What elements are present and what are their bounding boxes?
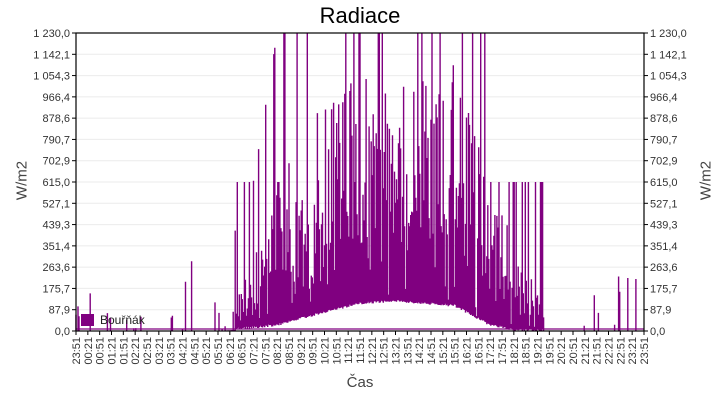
x-tick-label: 16:51 bbox=[473, 337, 485, 365]
x-tick-label: 12:51 bbox=[379, 337, 391, 365]
y-tick-label-right: 1 054,3 bbox=[650, 71, 687, 83]
x-tick-label: 17:51 bbox=[497, 337, 509, 365]
x-tick-label: 08:51 bbox=[284, 337, 296, 365]
legend-label: Bouřňák bbox=[100, 313, 145, 327]
x-tick-label: 05:21 bbox=[201, 337, 213, 365]
x-tick-label: 15:21 bbox=[438, 337, 450, 365]
x-tick-label: 17:21 bbox=[485, 337, 497, 365]
chart-title: Radiace bbox=[319, 3, 401, 28]
y-tick-label-right: 1 142,1 bbox=[650, 49, 687, 61]
x-tick-label: 21:51 bbox=[592, 337, 604, 365]
y-tick-label-right: 702,9 bbox=[650, 156, 678, 168]
x-tick-label: 18:21 bbox=[509, 337, 521, 365]
x-tick-label: 13:21 bbox=[391, 337, 403, 365]
y-axis-label-right: W/m2 bbox=[697, 160, 715, 201]
x-tick-label: 03:21 bbox=[154, 337, 166, 365]
x-tick-label: 10:51 bbox=[331, 337, 343, 365]
x-tick-label: 09:51 bbox=[308, 337, 320, 365]
x-tick-label: 14:51 bbox=[426, 337, 438, 365]
y-tick-label-left: 615,0 bbox=[42, 177, 70, 189]
y-tick-label-right: 527,1 bbox=[650, 198, 678, 210]
x-tick-label: 19:21 bbox=[533, 337, 545, 365]
y-tick-label-left: 527,1 bbox=[42, 198, 70, 210]
x-tick-label: 08:21 bbox=[272, 337, 284, 365]
y-tick-label-left: 87,9 bbox=[49, 305, 70, 317]
y-tick-label-right: 615,0 bbox=[650, 177, 678, 189]
x-tick-label: 23:51 bbox=[639, 337, 651, 365]
y-axis-label-left: W/m2 bbox=[13, 160, 31, 201]
x-tick-label: 20:21 bbox=[556, 337, 568, 365]
x-tick-label: 22:51 bbox=[615, 337, 627, 365]
x-tick-label: 16:21 bbox=[462, 337, 474, 365]
x-tick-label: 02:51 bbox=[142, 337, 154, 365]
y-tick-label-left: 0,0 bbox=[55, 326, 70, 338]
x-tick-label: 00:21 bbox=[83, 337, 95, 365]
x-tick-label: 01:51 bbox=[118, 337, 130, 365]
x-tick-label: 15:51 bbox=[450, 337, 462, 365]
y-tick-label-right: 175,7 bbox=[650, 283, 678, 295]
y-tick-label-right: 439,3 bbox=[650, 220, 678, 232]
y-tick-label-left: 1 142,1 bbox=[33, 49, 70, 61]
y-tick-label-right: 878,6 bbox=[650, 113, 678, 125]
x-tick-label: 00:51 bbox=[95, 337, 107, 365]
x-tick-label: 04:21 bbox=[178, 337, 190, 365]
y-tick-label-left: 702,9 bbox=[42, 156, 70, 168]
y-tick-label-left: 790,7 bbox=[42, 134, 70, 146]
x-tick-label: 07:51 bbox=[260, 337, 272, 365]
x-tick-label: 11:51 bbox=[355, 337, 367, 364]
y-tick-label-right: 263,6 bbox=[650, 262, 678, 274]
y-tick-label-left: 966,4 bbox=[42, 92, 70, 104]
x-tick-label: 06:21 bbox=[225, 337, 237, 365]
y-tick-label-left: 439,3 bbox=[42, 220, 70, 232]
x-tick-label: 23:51 bbox=[71, 337, 83, 365]
y-tick-label-left: 351,4 bbox=[42, 241, 70, 253]
y-tick-label-right: 351,4 bbox=[650, 241, 678, 253]
y-tick-label-right: 966,4 bbox=[650, 92, 678, 104]
x-tick-label: 03:51 bbox=[166, 337, 178, 365]
y-tick-label-left: 175,7 bbox=[42, 283, 70, 295]
x-tick-label: 09:21 bbox=[296, 337, 308, 365]
y-tick-label-left: 1 054,3 bbox=[33, 71, 70, 83]
y-tick-label-left: 878,6 bbox=[42, 113, 70, 125]
y-tick-label-left: 263,6 bbox=[42, 262, 70, 274]
x-tick-label: 20:51 bbox=[568, 337, 580, 365]
x-tick-label: 14:21 bbox=[414, 337, 426, 365]
y-tick-label-right: 87,9 bbox=[650, 305, 671, 317]
y-tick-label-right: 790,7 bbox=[650, 134, 678, 146]
y-tick-label-right: 0,0 bbox=[650, 326, 665, 338]
x-tick-label: 13:51 bbox=[402, 337, 414, 365]
x-tick-label: 22:21 bbox=[604, 337, 616, 365]
x-tick-label: 01:21 bbox=[107, 337, 119, 365]
x-tick-label: 23:21 bbox=[627, 337, 639, 365]
x-tick-label: 11:21 bbox=[343, 337, 355, 364]
x-tick-label: 18:51 bbox=[521, 337, 533, 365]
x-tick-label: 19:51 bbox=[544, 337, 556, 365]
y-tick-label-left: 1 230,0 bbox=[33, 28, 70, 40]
x-tick-label: 06:51 bbox=[237, 337, 249, 365]
x-tick-label: 05:51 bbox=[213, 337, 225, 365]
x-axis-label: Čas bbox=[346, 374, 374, 391]
x-tick-label: 21:21 bbox=[580, 337, 592, 365]
legend-swatch-icon bbox=[81, 314, 94, 326]
x-tick-label: 07:21 bbox=[249, 337, 261, 365]
x-tick-label: 04:51 bbox=[189, 337, 201, 365]
y-tick-label-right: 1 230,0 bbox=[650, 28, 687, 40]
legend: Bouřňák bbox=[81, 312, 145, 328]
x-tick-label: 02:21 bbox=[130, 337, 142, 365]
x-tick-label: 10:21 bbox=[320, 337, 332, 365]
x-tick-label: 12:21 bbox=[367, 337, 379, 365]
